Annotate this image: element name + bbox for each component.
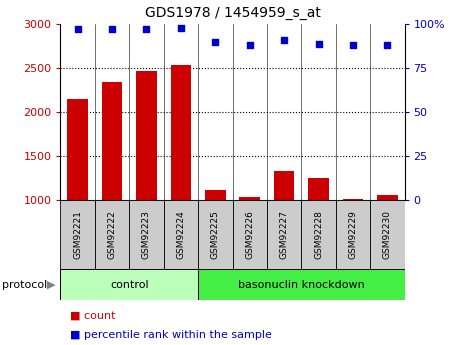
Point <box>280 37 288 43</box>
Text: ▶: ▶ <box>47 280 55 289</box>
Point <box>143 27 150 32</box>
Bar <box>136 71 157 288</box>
Bar <box>102 82 122 288</box>
Bar <box>377 195 398 288</box>
Text: ■ count: ■ count <box>70 311 115 321</box>
Bar <box>267 200 301 269</box>
Title: GDS1978 / 1454959_s_at: GDS1978 / 1454959_s_at <box>145 6 320 20</box>
Point <box>212 39 219 45</box>
Text: ■ percentile rank within the sample: ■ percentile rank within the sample <box>70 330 272 339</box>
Point <box>108 27 116 32</box>
Point <box>384 42 391 48</box>
Bar <box>60 200 95 269</box>
Bar <box>95 200 129 269</box>
Point <box>349 42 357 48</box>
Text: GSM92227: GSM92227 <box>279 210 289 259</box>
Bar <box>205 190 226 288</box>
Bar <box>308 178 329 288</box>
Bar <box>164 200 198 269</box>
Text: GSM92230: GSM92230 <box>383 210 392 259</box>
Point <box>246 42 253 48</box>
Bar <box>301 200 336 269</box>
Text: GSM92224: GSM92224 <box>176 210 186 259</box>
Text: basonuclin knockdown: basonuclin knockdown <box>238 280 365 289</box>
Point <box>177 25 185 30</box>
Text: GSM92222: GSM92222 <box>107 210 117 259</box>
Bar <box>336 200 370 269</box>
Bar <box>274 171 294 288</box>
Text: GSM92221: GSM92221 <box>73 210 82 259</box>
Text: control: control <box>110 280 149 289</box>
Point <box>315 41 322 46</box>
Bar <box>239 197 260 288</box>
Bar <box>198 200 232 269</box>
Bar <box>232 200 267 269</box>
Text: GSM92225: GSM92225 <box>211 210 220 259</box>
Text: GSM92229: GSM92229 <box>348 210 358 259</box>
Bar <box>67 99 88 288</box>
Point <box>74 27 81 32</box>
Bar <box>198 269 405 300</box>
Text: protocol: protocol <box>2 280 47 289</box>
Bar <box>343 199 363 288</box>
Text: GSM92228: GSM92228 <box>314 210 323 259</box>
Text: GSM92226: GSM92226 <box>245 210 254 259</box>
Bar <box>370 200 405 269</box>
Text: GSM92223: GSM92223 <box>142 210 151 259</box>
Bar <box>129 200 164 269</box>
Bar <box>171 66 191 288</box>
Bar <box>60 269 198 300</box>
